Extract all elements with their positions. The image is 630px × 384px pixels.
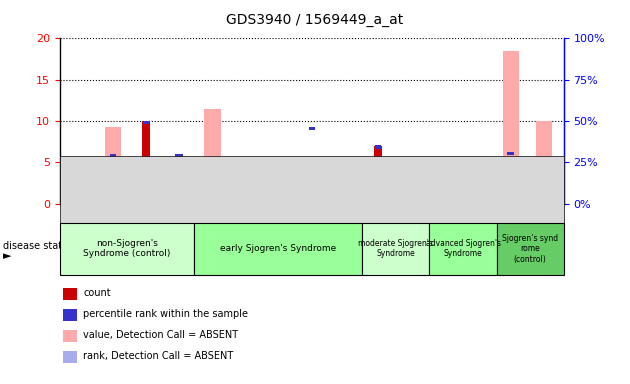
Bar [375,145,382,149]
Bar [143,121,149,124]
Bar [105,127,121,204]
Bar [474,198,481,204]
Text: early Sjogren's Syndrome: early Sjogren's Syndrome [220,244,336,253]
Bar [374,146,382,204]
Bar [176,154,183,157]
Text: value, Detection Call = ABSENT: value, Detection Call = ABSENT [83,330,238,340]
Bar [238,183,254,204]
Bar [536,121,553,204]
Bar [270,191,287,204]
Bar [503,51,519,204]
Text: count: count [83,288,111,298]
Text: disease state: disease state [3,241,68,251]
Bar [76,203,83,204]
Text: advanced Sjogren's
Syndrome: advanced Sjogren's Syndrome [425,239,501,258]
Bar [175,154,183,204]
Bar [204,109,220,204]
Text: rank, Detection Call = ABSENT: rank, Detection Call = ABSENT [83,351,233,361]
Bar [336,183,353,204]
Text: GDS3940 / 1569449_a_at: GDS3940 / 1569449_a_at [226,13,404,27]
Bar [341,199,348,204]
Bar [142,121,150,204]
Bar [110,154,116,157]
Bar [275,200,282,204]
Bar [508,152,514,155]
Text: moderate Sjogren's
Syndrome: moderate Sjogren's Syndrome [358,239,433,258]
Text: non-Sjogren's
Syndrome (control): non-Sjogren's Syndrome (control) [83,239,171,258]
Text: ►: ► [3,252,11,262]
Bar [309,188,315,204]
Bar [436,195,453,204]
Bar [309,127,315,131]
Text: percentile rank within the sample: percentile rank within the sample [83,309,248,319]
Bar [403,166,420,204]
Text: Sjogren’s synd
rome
(control): Sjogren’s synd rome (control) [502,234,558,263]
Bar [242,197,249,204]
